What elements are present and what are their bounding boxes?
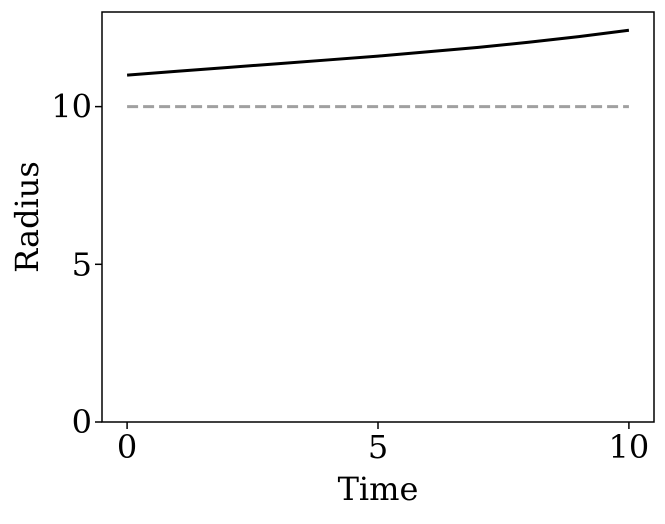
y-tick-label: 0 (72, 403, 92, 441)
x-axis-label: Time (338, 470, 419, 508)
series-line (126, 28, 630, 77)
series-layer (126, 28, 630, 109)
x-tick-label: 5 (368, 428, 388, 466)
x-tick-label: 10 (609, 428, 650, 466)
ticks-layer: 0 5 10 0 5 10 (51, 88, 649, 466)
y-tick-label: 5 (72, 245, 92, 283)
y-axis-label: Radius (8, 161, 46, 273)
y-tick-label: 10 (51, 88, 92, 126)
plot-frame (101, 11, 655, 423)
x-tick-label: 0 (117, 428, 137, 466)
